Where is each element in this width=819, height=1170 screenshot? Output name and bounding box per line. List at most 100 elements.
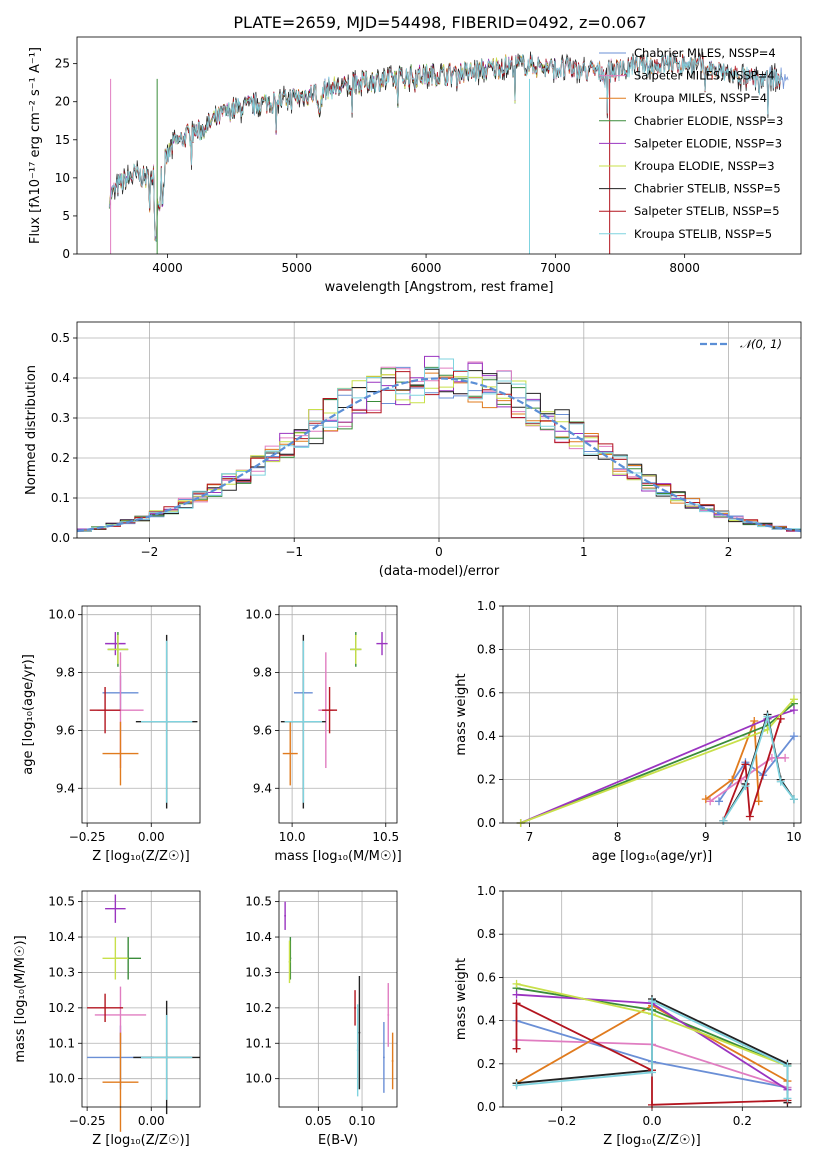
x-tick-label: −0.2 xyxy=(547,1114,576,1128)
weight-marker xyxy=(728,775,737,784)
y-tick-label: 0.2 xyxy=(477,1057,496,1071)
x-tick-label: −1 xyxy=(285,545,303,559)
y-tick-label: 0.1 xyxy=(51,491,70,505)
y-tick-label: 10.0 xyxy=(48,608,75,622)
x-tick-label: 7 xyxy=(526,830,534,844)
legend-label: Chabrier MILES, NSSP=4 xyxy=(634,46,776,60)
axes-ebv-mass: 0.05 0.10 10.0 10.1 10.2 10.3 10.4 10.5 E(B-V) xyxy=(245,890,398,1148)
errorbar-point xyxy=(350,634,362,664)
ticks-age-weight: 7 8 9 10 0.0 0.2 0.4 0.6 0.8 1.0 xyxy=(477,599,802,844)
x-tick-label: 8 xyxy=(614,830,622,844)
y-tick-label: 0.2 xyxy=(477,773,496,787)
y-tick-label: 0.4 xyxy=(477,1014,496,1028)
y-tick-label: 9.6 xyxy=(253,723,272,737)
weight-marker xyxy=(719,816,728,825)
y-tick-label: 10.5 xyxy=(245,895,272,909)
figure-title: PLATE=2659, MJD=54498, FIBERID=0492, z=0… xyxy=(233,13,646,32)
weight-marker xyxy=(789,706,798,715)
weight-marker xyxy=(776,777,785,786)
x-axis-label: Z [log₁₀(Z/Z☉)] xyxy=(92,1133,189,1148)
axes-z-age: −0.25 0.00 9.4 9.6 9.8 10.0 Z [log₁₀(Z/Z☉)] age… xyxy=(21,605,201,864)
y-axis-label: mass weight xyxy=(454,958,469,1040)
y-tick-label: 20 xyxy=(55,95,70,109)
y-tick-label: 10 xyxy=(55,171,70,185)
legend-label: Chabrier ELODIE, NSSP=3 xyxy=(634,114,783,128)
legend-label: Kroupa MILES, NSSP=4 xyxy=(634,91,767,105)
plot-area-z-weight xyxy=(512,979,792,1109)
axes-mass-age: 10.0 10.5 9.4 9.6 9.8 10.0 mass [log₁₀(M/M☉)] xyxy=(245,605,402,864)
weight-marker xyxy=(745,812,754,821)
errorbar-point xyxy=(105,632,126,656)
x-tick-label: −0.25 xyxy=(69,830,106,844)
x-tick-label: 6000 xyxy=(411,261,442,275)
y-tick-label: 1.0 xyxy=(477,884,496,898)
errorbar-point xyxy=(383,1022,385,1093)
weight-marker xyxy=(741,760,750,769)
y-tick-label: 0.8 xyxy=(477,642,496,656)
errorbar-point xyxy=(322,687,338,734)
weight-marker xyxy=(783,1094,792,1103)
axes-age-weight: 7 8 9 10 0.0 0.2 0.4 0.6 0.8 1.0 age [log₁₀(age/yr… xyxy=(454,599,802,864)
errorbar-point xyxy=(391,1032,394,1090)
y-tick-label: 0.2 xyxy=(51,451,70,465)
errorbar-point xyxy=(288,940,291,984)
axes-frame xyxy=(76,36,802,255)
errorbar-point xyxy=(141,1014,193,1100)
plot-layer: 4000 5000 6000 7000 80000510152025wavelength… xyxy=(13,36,802,1148)
y-tick-label: 10.1 xyxy=(48,1036,75,1050)
x-tick-label: 1 xyxy=(580,545,588,559)
x-axis-label: age [log₁₀(age/yr)] xyxy=(592,849,713,864)
weight-marker xyxy=(512,1044,521,1053)
y-tick-label: 0.3 xyxy=(51,411,70,425)
weight-marker xyxy=(706,797,715,806)
legend-label: Kroupa ELODIE, NSSP=3 xyxy=(634,159,775,173)
y-axis-label: Normed distribution xyxy=(24,365,39,495)
weight-marker xyxy=(512,1081,521,1090)
y-tick-label: 10.3 xyxy=(245,965,272,979)
weight-marker xyxy=(781,753,790,762)
x-axis-label: Z [log₁₀(Z/Z☉)] xyxy=(603,1133,700,1148)
x-tick-label: 0.0 xyxy=(642,1114,661,1128)
plot-area-residuals xyxy=(77,355,801,534)
y-axis-label: Flux [fλ10⁻¹⁷ erg cm⁻² s⁻¹ A⁻¹] xyxy=(28,47,43,244)
x-tick-label: 10 xyxy=(786,830,801,844)
y-tick-label: 0.6 xyxy=(477,686,496,700)
weight-marker xyxy=(512,990,521,999)
y-tick-label: 0.0 xyxy=(477,1100,496,1114)
plot-area-mass-age xyxy=(280,632,388,809)
errorbar-point xyxy=(141,640,193,803)
plot-area-age-weight xyxy=(516,695,798,827)
y-tick-label: 15 xyxy=(55,133,70,147)
weight-marker xyxy=(701,795,710,804)
axes-residuals: −2 −1 0 1 2 0.0 0.1 0.2 0.3 0.4 0.5 (data-model)/er… xyxy=(24,321,802,579)
legend-label: Salpeter ELODIE, NSSP=3 xyxy=(634,136,782,150)
y-tick-label: 0 xyxy=(62,247,70,261)
y-tick-label: 1.0 xyxy=(477,599,496,613)
legend: Chabrier MILES, NSSP=4 Salpeter MILES, NS… xyxy=(599,46,783,241)
grid-age-weight xyxy=(503,605,801,824)
y-tick-label: 10.2 xyxy=(245,1001,272,1015)
plot-area-spectrum xyxy=(108,51,789,254)
weight-marker xyxy=(783,1061,792,1070)
y-tick-label: 10.5 xyxy=(48,895,75,909)
grid-z-mass xyxy=(82,891,200,1107)
weight-line xyxy=(722,718,782,822)
y-tick-label: 10.4 xyxy=(245,930,272,944)
x-tick-label: 0.05 xyxy=(305,1114,332,1128)
normal-curve xyxy=(77,377,801,533)
x-tick-label: 9 xyxy=(702,830,710,844)
weight-marker xyxy=(754,797,763,806)
x-tick-label: −2 xyxy=(141,545,159,559)
y-tick-label: 0.5 xyxy=(51,331,70,345)
weight-marker xyxy=(789,695,798,704)
errorbar-point xyxy=(87,993,124,1023)
x-axis-label: (data-model)/error xyxy=(379,564,500,579)
grid-z-age xyxy=(82,606,200,823)
x-tick-label: 4000 xyxy=(152,261,183,275)
x-tick-label: 8000 xyxy=(669,261,700,275)
y-tick-label: 0.6 xyxy=(477,970,496,984)
axes-frame xyxy=(81,890,201,1108)
y-tick-label: 10.1 xyxy=(245,1036,272,1050)
y-tick-label: 10.0 xyxy=(245,608,272,622)
